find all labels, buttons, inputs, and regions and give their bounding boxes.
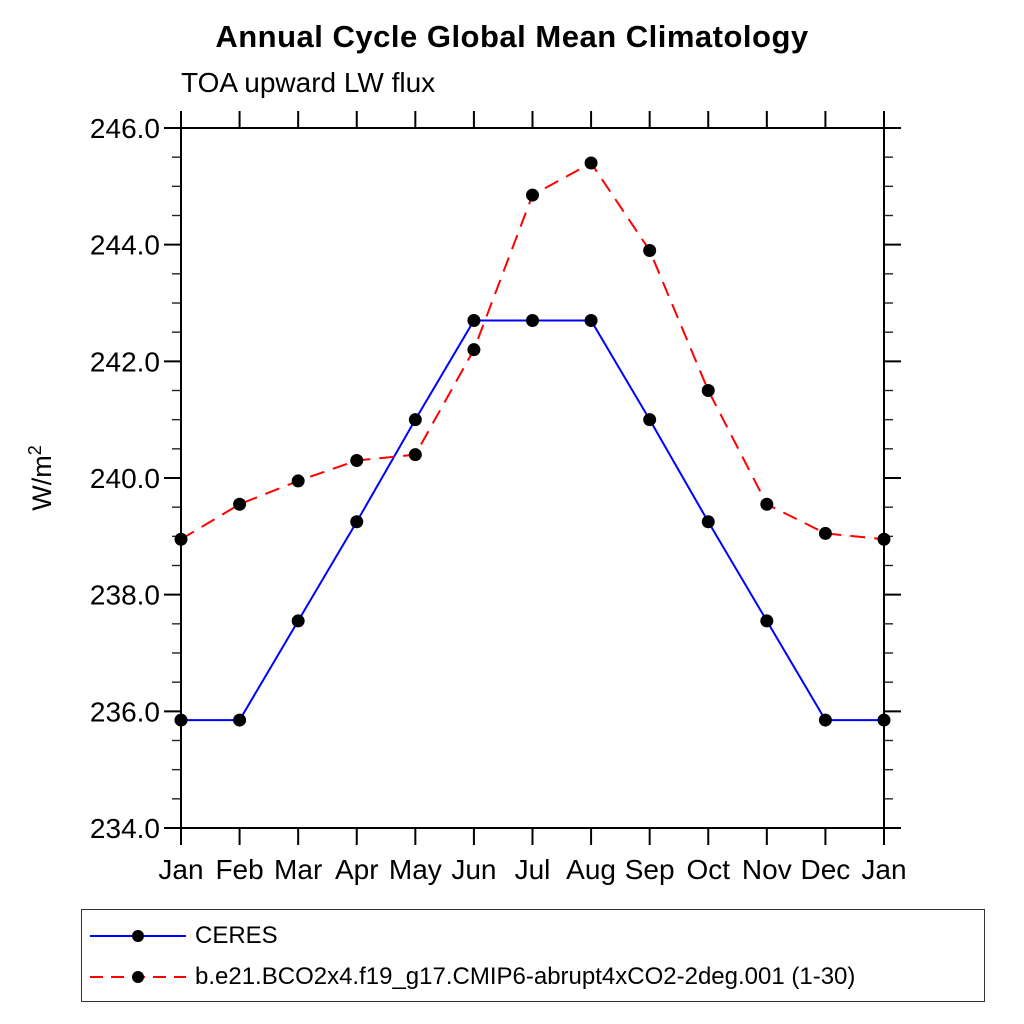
plot-frame — [180, 127, 885, 829]
x-tick-label: Mar — [274, 854, 322, 885]
series-0-line — [181, 319, 884, 722]
series-1-marker — [818, 526, 832, 540]
series-0-marker — [584, 314, 598, 327]
chart-title: Annual Cycle Global Mean Climatology — [215, 19, 809, 54]
x-tick-label: Feb — [215, 854, 263, 885]
legend: CERES b.e21.BCO2x4.f19_g17.CMIP6-abrupt4… — [81, 909, 985, 1002]
y-tick-label: 234.0 — [90, 813, 160, 844]
legend-item-model: b.e21.BCO2x4.f19_g17.CMIP6-abrupt4xCO2-2… — [88, 962, 855, 992]
series-1-marker — [877, 532, 891, 546]
series-1-marker — [526, 188, 539, 202]
legend-key-marker — [132, 971, 144, 983]
x-tick-label: Nov — [742, 854, 792, 885]
series-1-marker — [701, 384, 715, 397]
series-1-marker — [291, 474, 305, 488]
x-tick-label: Dec — [801, 854, 851, 885]
series-1-line — [180, 161, 885, 541]
series-1-marker — [350, 454, 364, 467]
y-tick-label: 240.0 — [90, 463, 160, 494]
series-1-marker — [467, 343, 481, 357]
series-0-marker — [350, 515, 364, 529]
series-0-marker — [643, 413, 657, 427]
y-tick-label: 238.0 — [90, 580, 160, 611]
series-0-marker — [291, 614, 305, 628]
x-tick-label: Oct — [686, 854, 730, 885]
series-0-marker — [818, 713, 832, 727]
y-tick-label: 244.0 — [90, 230, 160, 261]
series-0-marker — [408, 413, 422, 427]
series-0-marker — [174, 713, 188, 727]
y-tick-label: 242.0 — [90, 346, 160, 377]
x-tick-label: Aug — [566, 854, 616, 885]
legend-key-line-solid — [90, 930, 186, 942]
legend-key-marker — [132, 930, 144, 942]
series-1-marker — [584, 156, 598, 170]
series-1-marker — [233, 497, 247, 511]
series-1-marker — [760, 497, 774, 511]
series-0-marker — [760, 614, 774, 628]
series-1-marker — [643, 244, 657, 257]
legend-item-ceres: CERES — [88, 921, 278, 951]
y-tick-label: 236.0 — [90, 696, 160, 727]
series-0-marker — [467, 314, 481, 327]
x-tick-label: May — [389, 854, 442, 885]
x-tick-label: Sep — [625, 854, 675, 885]
legend-label-ceres: CERES — [195, 922, 278, 949]
chart-subtitle: TOA upward LW flux — [181, 67, 436, 98]
x-tick-label: Jan — [861, 854, 906, 885]
legend-key-line-dashed — [90, 971, 186, 983]
series-0-marker — [877, 713, 891, 727]
series-0-marker — [526, 314, 539, 327]
x-tick-label: Jun — [451, 854, 496, 885]
x-tick-label: Jul — [515, 854, 551, 885]
series-1-marker — [408, 448, 422, 462]
x-tick-label: Jan — [158, 854, 203, 885]
series-0-marker — [701, 515, 715, 529]
series-1-marker — [174, 532, 188, 546]
y-tick-label: 246.0 — [90, 113, 160, 144]
legend-label-model: b.e21.BCO2x4.f19_g17.CMIP6-abrupt4xCO2-2… — [195, 963, 856, 990]
x-tick-label: Apr — [335, 854, 379, 885]
series-0-marker — [233, 713, 247, 727]
